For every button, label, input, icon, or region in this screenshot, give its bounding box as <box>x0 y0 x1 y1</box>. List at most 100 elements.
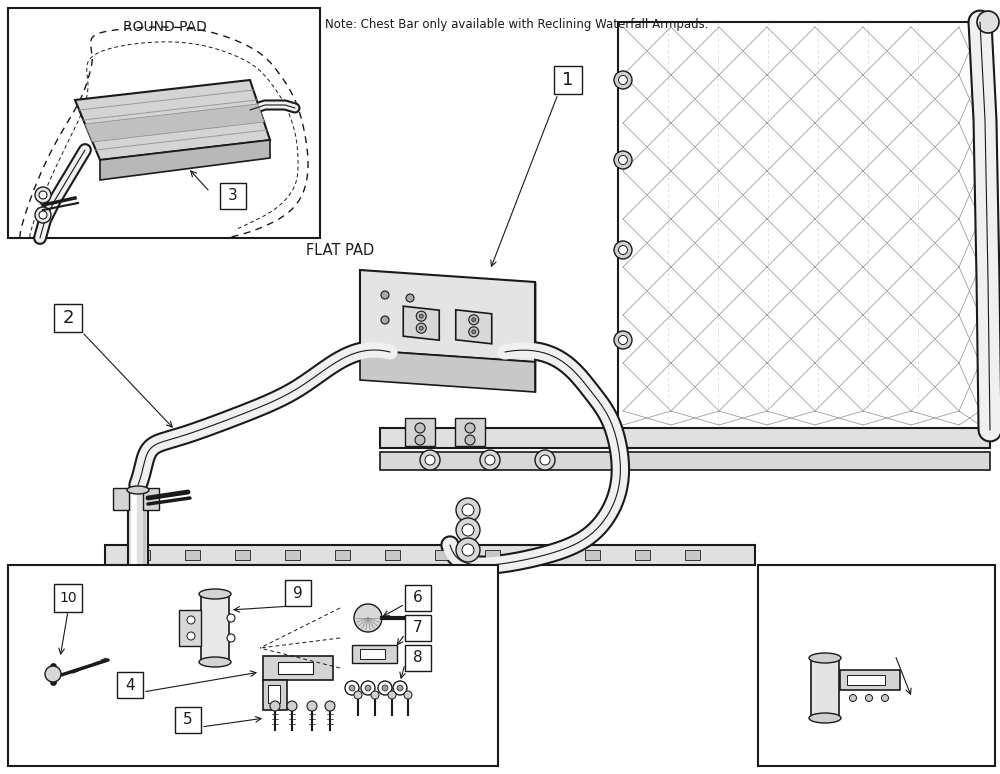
Text: 1: 1 <box>562 71 574 89</box>
Circle shape <box>472 330 476 334</box>
Circle shape <box>456 518 480 542</box>
Text: Note: discard "L" bracket and: Note: discard "L" bracket and <box>791 615 965 628</box>
Text: replace with item 4: replace with item 4 <box>821 632 935 645</box>
Bar <box>685 550 700 560</box>
Bar <box>175 707 201 733</box>
Circle shape <box>850 694 856 701</box>
Circle shape <box>419 326 423 330</box>
Circle shape <box>325 701 335 711</box>
Bar <box>405 585 431 611</box>
Bar <box>126 598 150 612</box>
Circle shape <box>480 450 500 470</box>
Ellipse shape <box>199 657 231 667</box>
Circle shape <box>371 691 379 699</box>
Ellipse shape <box>614 331 632 349</box>
Ellipse shape <box>618 76 628 84</box>
Bar <box>385 550 400 560</box>
Bar <box>143 488 159 510</box>
Bar <box>235 550 250 560</box>
Bar <box>201 594 229 662</box>
Text: 2: 2 <box>62 309 74 327</box>
Polygon shape <box>75 80 270 160</box>
Ellipse shape <box>614 151 632 169</box>
Text: 9: 9 <box>293 585 303 601</box>
Bar <box>840 670 900 690</box>
Bar <box>360 649 385 659</box>
Ellipse shape <box>618 156 628 165</box>
Circle shape <box>361 681 375 695</box>
Circle shape <box>462 524 474 536</box>
Circle shape <box>419 314 423 318</box>
Circle shape <box>381 316 389 324</box>
Circle shape <box>406 319 414 327</box>
Circle shape <box>382 685 388 691</box>
Bar <box>185 550 200 560</box>
Circle shape <box>425 455 435 465</box>
Circle shape <box>469 315 479 325</box>
Bar <box>268 685 280 703</box>
Bar <box>405 645 431 671</box>
Circle shape <box>540 455 550 465</box>
Bar <box>811 658 839 718</box>
Circle shape <box>866 694 872 701</box>
Circle shape <box>462 544 474 556</box>
Bar <box>263 656 333 680</box>
Bar <box>405 418 435 446</box>
Bar <box>635 550 650 560</box>
Circle shape <box>365 685 371 691</box>
Bar <box>758 565 995 766</box>
Bar <box>405 615 431 641</box>
Circle shape <box>130 577 136 583</box>
Bar <box>285 580 311 606</box>
Circle shape <box>465 423 475 433</box>
Circle shape <box>393 681 407 695</box>
Ellipse shape <box>618 245 628 255</box>
Polygon shape <box>360 270 535 362</box>
Text: 6: 6 <box>413 591 423 605</box>
Circle shape <box>35 187 51 203</box>
Circle shape <box>406 294 414 302</box>
Circle shape <box>535 450 555 470</box>
Polygon shape <box>456 310 492 344</box>
Bar <box>847 675 885 685</box>
Bar <box>435 550 450 560</box>
Circle shape <box>456 538 480 562</box>
Text: FLAT PAD: FLAT PAD <box>306 243 374 258</box>
Bar <box>179 610 201 646</box>
Bar <box>263 680 287 710</box>
Ellipse shape <box>809 653 841 663</box>
Polygon shape <box>403 307 439 341</box>
Bar <box>126 615 150 629</box>
Circle shape <box>307 701 317 711</box>
Text: 5: 5 <box>183 713 193 728</box>
Circle shape <box>115 577 121 583</box>
Circle shape <box>381 291 389 299</box>
Bar <box>278 662 313 674</box>
Polygon shape <box>103 570 168 592</box>
Circle shape <box>415 423 425 433</box>
Bar <box>352 645 397 663</box>
Circle shape <box>420 450 440 470</box>
Circle shape <box>39 211 47 219</box>
Circle shape <box>465 435 475 445</box>
Circle shape <box>227 634 235 642</box>
Ellipse shape <box>127 486 149 494</box>
Circle shape <box>882 694 889 701</box>
Circle shape <box>187 632 195 640</box>
Circle shape <box>354 604 382 632</box>
Bar <box>485 550 500 560</box>
Bar <box>285 550 300 560</box>
Bar <box>335 550 350 560</box>
Circle shape <box>472 318 476 322</box>
Polygon shape <box>85 104 264 142</box>
Circle shape <box>147 577 153 583</box>
Circle shape <box>227 614 235 622</box>
Circle shape <box>354 691 362 699</box>
Bar <box>535 550 550 560</box>
Circle shape <box>416 324 426 333</box>
Circle shape <box>469 327 479 337</box>
Bar <box>117 672 143 698</box>
Bar <box>554 66 582 94</box>
Ellipse shape <box>614 71 632 89</box>
Ellipse shape <box>199 589 231 599</box>
